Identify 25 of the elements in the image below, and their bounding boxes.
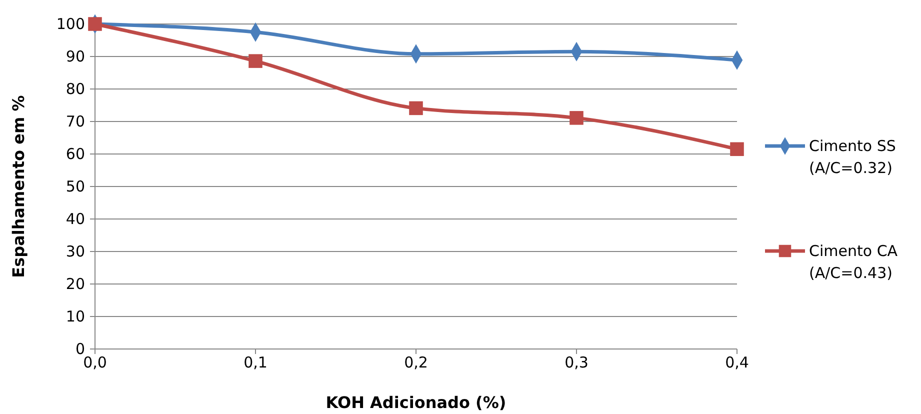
x-tick-label: 0,2 bbox=[404, 354, 428, 372]
y-tick-label: 50 bbox=[66, 177, 85, 196]
y-tick-label: 0 bbox=[75, 340, 85, 358]
point bbox=[88, 17, 102, 31]
x-tick-label: 0,0 bbox=[83, 354, 107, 372]
legend-label: Cimento CA (A/C=0.43) bbox=[809, 242, 898, 282]
point bbox=[730, 142, 744, 156]
point bbox=[570, 111, 584, 125]
y-tick-label: 20 bbox=[66, 274, 85, 293]
legend-label: Cimento SS (A/C=0.32) bbox=[809, 137, 896, 177]
point bbox=[409, 101, 423, 116]
y-tick-label: 70 bbox=[66, 112, 85, 130]
point bbox=[248, 54, 262, 68]
y-tick-label: 30 bbox=[66, 242, 85, 260]
y-tick-label: 10 bbox=[66, 307, 85, 326]
x-tick-label: 0,3 bbox=[564, 354, 588, 372]
y-tick-label: 90 bbox=[66, 47, 85, 66]
y-tick-label: 80 bbox=[66, 80, 85, 98]
y-axis-title: Espalhamento em % bbox=[9, 95, 28, 278]
y-tick-label: 40 bbox=[66, 210, 85, 228]
y-tick-label: 100 bbox=[56, 14, 85, 33]
y-tick-label: 60 bbox=[66, 144, 85, 163]
x-axis-title: KOH Adicionado (%) bbox=[326, 393, 506, 412]
x-tick-label: 0,4 bbox=[725, 354, 749, 372]
x-tick-label: 0,1 bbox=[244, 354, 268, 372]
